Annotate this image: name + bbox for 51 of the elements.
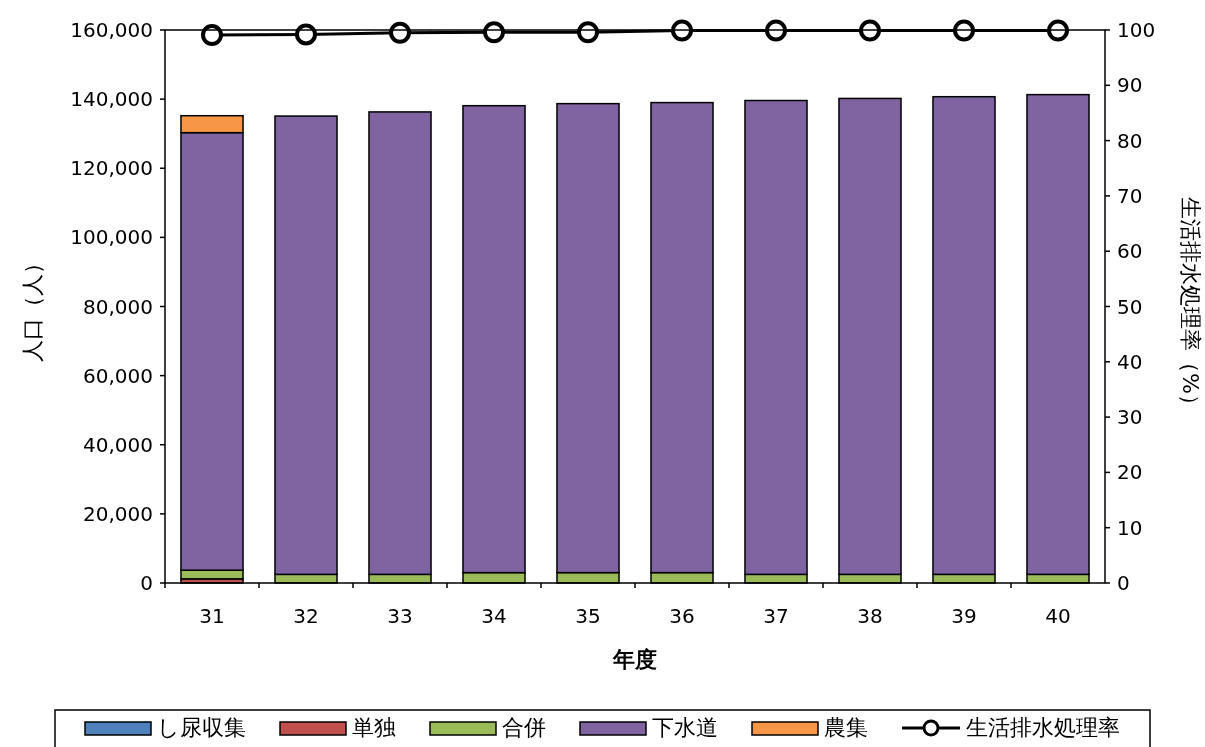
x-tick-label: 37 [763,604,789,628]
y-tick-label: 140,000 [70,87,153,112]
x-tick-label: 39 [951,604,977,628]
x-tick-label: 31 [199,604,225,628]
x-tick-label: 36 [669,604,695,628]
legend-label: し尿収集 [157,715,246,740]
bar [180,131,244,571]
bar [1026,93,1090,576]
bar [180,569,244,580]
y2-tick-label: 90 [1117,73,1143,98]
x-tick-label: 33 [387,604,413,628]
y2-tick-label: 10 [1117,515,1143,540]
y2-tick-label: 70 [1117,183,1143,208]
y2-tick-label: 30 [1117,405,1143,430]
y-tick-label: 100,000 [70,225,153,250]
legend-label: 生活排水処理率 [966,715,1120,740]
y-tick-label: 40,000 [83,432,153,457]
bar [744,99,808,576]
bar [650,101,714,574]
x-tick-label: 32 [293,604,319,628]
legend-label: 農集 [824,715,868,740]
bar [462,104,526,574]
bar [932,95,996,576]
y-tick-label: 60,000 [83,363,153,388]
y-tick-label: 80,000 [83,294,153,319]
bar [838,97,902,576]
y2-tick-label: 50 [1117,294,1143,319]
y2-tick-label: 100 [1117,18,1156,42]
y2-tick-label: 40 [1117,349,1143,374]
x-tick-label: 35 [575,604,601,628]
y2-axis-title: 生活排水処理率（%） [1178,197,1203,416]
bar [368,111,432,576]
y2-tick-label: 80 [1117,128,1143,153]
y-tick-label: 120,000 [70,156,153,181]
y-axis-title: 人口（人） [20,251,45,362]
x-axis-title: 年度 [612,647,657,672]
y-tick-label: 20,000 [83,501,153,526]
legend-label: 下水道 [652,715,718,740]
bar [556,102,620,574]
y-tick-label: 160,000 [70,18,153,42]
x-tick-label: 38 [857,604,883,628]
x-tick-label: 40 [1045,604,1071,628]
y2-tick-label: 20 [1117,460,1143,485]
bar [274,115,338,576]
y2-tick-label: 60 [1117,239,1143,264]
legend-label: 合併 [502,715,546,740]
y-tick-label: 0 [140,571,153,595]
legend-label: 単独 [352,715,396,740]
y2-tick-label: 0 [1117,571,1130,595]
bar [180,114,244,134]
x-tick-label: 34 [481,604,507,628]
